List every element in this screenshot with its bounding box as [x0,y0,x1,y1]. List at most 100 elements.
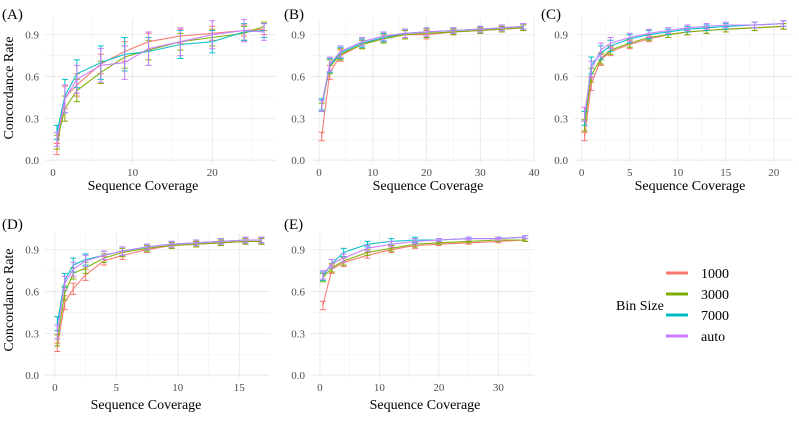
series-line-1000 [322,239,526,306]
y-tick-label: 0.9 [25,245,39,257]
y-tick-label: 0.6 [554,72,568,84]
series-3000 [53,21,268,150]
series-1000 [318,24,527,142]
x-tick-label: 20 [768,167,780,179]
panel-a-ylabel: Concordance Rate [2,36,17,139]
series-7000 [318,23,527,111]
x-tick-label: 40 [529,167,541,179]
y-tick-label: 0.3 [554,113,568,125]
series-line-1000 [56,28,265,150]
series-3000 [581,23,787,132]
series-line-3000 [584,25,784,126]
series-line-7000 [584,23,784,119]
series-line-3000 [321,27,524,108]
x-tick-label: 10 [374,382,386,394]
series-line-auto [321,25,524,106]
x-tick-label: 15 [720,167,732,179]
series-line-7000 [56,239,262,324]
series-line-7000 [56,29,265,133]
panel-d-xlabel: Sequence Coverage [91,398,202,413]
series-line-auto [322,236,526,276]
series-line-auto [584,23,784,115]
panel-a: 0 10 20 0.0 0.3 0.6 0.9 (A) Concordance Rate S… [2,7,276,194]
y-tick-label: 0.0 [25,370,39,382]
legend-title: Bin Size [616,299,664,314]
x-tick-label: 30 [493,382,505,394]
x-tick-label: 20 [207,167,219,179]
panel-a-title: (A) [2,7,23,23]
x-tick-label: 15 [234,382,246,394]
panel-c-title: (C) [541,7,561,23]
legend-label-3000: 3000 [701,288,729,303]
y-tick-label: 0.9 [291,30,305,42]
series-auto [581,20,787,122]
panel-a-grid: 0 10 20 0.0 0.3 0.6 0.9 [25,18,276,179]
y-tick-label: 0.0 [291,370,305,382]
panel-a-xlabel: Sequence Coverage [88,179,199,194]
series-auto [53,18,268,147]
series-line-auto [56,29,265,140]
series-line-1000 [56,240,262,348]
x-tick-label: 20 [421,167,433,179]
y-tick-label: 0.3 [291,328,305,340]
series-3000 [318,24,527,112]
x-tick-label: 10 [172,382,184,394]
panel-c-grid: 0 5 10 15 20 0.0 0.3 0.6 0.9 [554,18,793,179]
legend-label-1000: 1000 [701,267,729,282]
panel-d-ylabel: Concordance Rate [2,248,17,351]
series-auto [319,235,529,280]
series-auto [54,236,265,340]
x-tick-label: 0 [50,167,56,179]
legend-label-auto: auto [701,330,725,345]
x-tick-label: 0 [316,167,322,179]
y-tick-label: 0.6 [25,72,39,84]
panel-b: 0 10 20 30 40 0.0 0.3 0.6 0.9 (B) Sequence Cover… [284,7,540,194]
y-tick-label: 0.9 [25,30,39,42]
y-tick-label: 0.6 [291,287,305,299]
x-tick-label: 0 [579,167,585,179]
y-tick-label: 0.9 [554,30,568,42]
y-tick-label: 0.3 [25,328,39,340]
x-tick-label: 30 [475,167,487,179]
panel-e: 0 10 20 30 0.0 0.3 0.6 0.9 (E) Sequence Coverag… [284,217,534,413]
legend-item-7000: 7000 [666,309,729,324]
x-tick-label: 5 [114,382,120,394]
legend-label-7000: 7000 [701,309,729,324]
series-line-1000 [584,25,784,137]
panel-b-title: (B) [284,7,304,23]
panel-e-title: (E) [284,217,303,233]
x-tick-label: 0 [317,382,323,394]
panel-e-xlabel: Sequence Coverage [370,398,481,413]
series-line-auto [56,239,262,333]
panel-b-grid: 0 10 20 30 40 0.0 0.3 0.6 0.9 [291,18,540,179]
series-line-1000 [321,27,524,137]
series-1000 [53,23,268,156]
panel-c-xlabel: Sequence Coverage [635,179,746,194]
x-tick-label: 0 [52,382,58,394]
x-tick-label: 20 [433,382,445,394]
y-tick-label: 0.9 [291,245,305,257]
panel-d-title: (D) [2,217,23,233]
y-tick-label: 0.3 [25,113,39,125]
series-line-7000 [321,25,524,105]
panel-b-xlabel: Sequence Coverage [373,179,484,194]
y-tick-label: 0.6 [25,287,39,299]
y-tick-label: 0.3 [291,113,305,125]
series-1000 [581,23,787,142]
y-tick-label: 0.0 [554,155,568,167]
y-tick-label: 0.0 [291,155,305,167]
x-tick-label: 10 [367,167,379,179]
panel-d: 0 5 10 150.00.30.60.9 (D) Concordance Rate … [2,217,270,413]
y-tick-label: 0.6 [291,72,305,84]
legend: Bin Size 1000 3000 7000 auto [616,267,729,345]
series-auto [318,23,527,112]
y-tick-label: 0.0 [25,155,39,167]
panel-e-grid: 0 10 20 30 0.0 0.3 0.6 0.9 [291,233,534,394]
legend-item-1000: 1000 [666,267,729,282]
x-tick-label: 10 [672,167,684,179]
panel-c: 0 5 10 15 20 0.0 0.3 0.6 0.9 (C) Sequence Covera… [541,7,793,194]
series-7000 [53,23,268,140]
x-tick-label: 5 [627,167,633,179]
